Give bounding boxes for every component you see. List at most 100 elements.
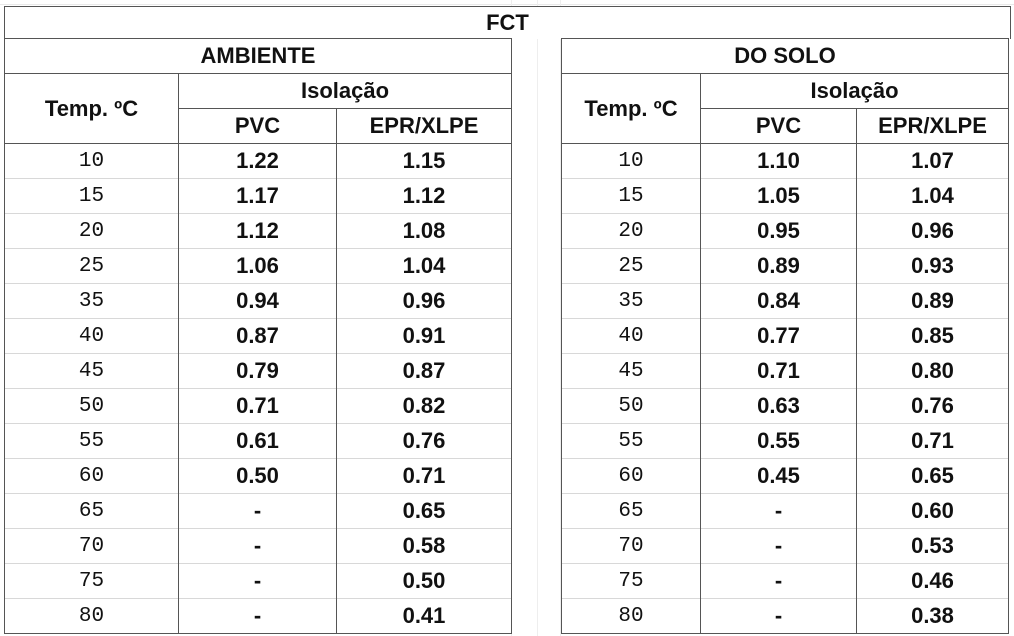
- epr-xlpe-cell: 0.93: [856, 248, 1009, 284]
- temp-cell: 40: [4, 318, 179, 354]
- table-title: FCT: [4, 6, 1011, 39]
- table-row: 80-0.38: [561, 598, 1009, 634]
- pvc-cell: -: [700, 598, 857, 634]
- do-solo-table: DO SOLO Temp. ºC Isolação PVC EPR/XLPE 1…: [561, 38, 1009, 634]
- table-row: 80-0.41: [4, 598, 512, 634]
- temp-cell: 55: [4, 423, 179, 459]
- table-row: 35 0.94 0.96: [4, 283, 512, 319]
- temp-cell: 45: [4, 353, 179, 389]
- temp-cell: 10: [4, 143, 179, 179]
- pvc-cell: 0.77: [700, 318, 857, 354]
- pvc-cell: 0.71: [700, 353, 857, 389]
- pvc-header: PVC: [700, 108, 857, 144]
- pvc-cell: 1.12: [178, 213, 337, 249]
- temp-cell: 60: [561, 458, 701, 494]
- table-row: 20 1.12 1.08: [4, 213, 512, 249]
- temp-header: Temp. ºC: [4, 73, 179, 144]
- pvc-cell: 1.10: [700, 143, 857, 179]
- temp-cell: 10: [561, 143, 701, 179]
- temp-cell: 75: [561, 563, 701, 599]
- epr-xlpe-header: EPR/XLPE: [336, 108, 512, 144]
- pvc-cell: -: [178, 528, 337, 564]
- temp-cell: 80: [561, 598, 701, 634]
- epr-xlpe-cell: 0.85: [856, 318, 1009, 354]
- epr-xlpe-cell: 0.89: [856, 283, 1009, 319]
- table-row: 35 0.84 0.89: [561, 283, 1009, 319]
- pvc-cell: 0.94: [178, 283, 337, 319]
- table-row: 55 0.61 0.76: [4, 423, 512, 459]
- temp-cell: 25: [561, 248, 701, 284]
- ambiente-table: AMBIENTE Temp. ºC Isolação PVC EPR/XLPE …: [4, 38, 512, 634]
- table-row: 50 0.63 0.76: [561, 388, 1009, 424]
- epr-xlpe-cell: 1.12: [336, 178, 512, 214]
- temp-cell: 70: [561, 528, 701, 564]
- temp-cell: 75: [4, 563, 179, 599]
- epr-xlpe-cell: 0.80: [856, 353, 1009, 389]
- temp-cell: 70: [4, 528, 179, 564]
- epr-xlpe-cell: 0.82: [336, 388, 512, 424]
- temp-cell: 65: [4, 493, 179, 529]
- section-heading-do-solo: DO SOLO: [561, 38, 1009, 74]
- gridline: [0, 4, 1014, 5]
- pvc-cell: 0.84: [700, 283, 857, 319]
- pvc-cell: -: [178, 598, 337, 634]
- table-row: 70-0.58: [4, 528, 512, 564]
- pvc-cell: -: [700, 563, 857, 599]
- temp-cell: 65: [561, 493, 701, 529]
- epr-xlpe-cell: 1.08: [336, 213, 512, 249]
- temp-cell: 60: [4, 458, 179, 494]
- epr-xlpe-cell: 0.38: [856, 598, 1009, 634]
- temp-cell: 50: [4, 388, 179, 424]
- table-row: 65-0.65: [4, 493, 512, 529]
- table-row: 10 1.10 1.07: [561, 143, 1009, 179]
- temp-header: Temp. ºC: [561, 73, 701, 144]
- epr-xlpe-cell: 0.91: [336, 318, 512, 354]
- isolation-header: Isolação: [700, 73, 1009, 109]
- isolation-header: Isolação: [178, 73, 512, 109]
- table-row: 65-0.60: [561, 493, 1009, 529]
- table-row: 10 1.22 1.15: [4, 143, 512, 179]
- temp-cell: 20: [4, 213, 179, 249]
- epr-xlpe-cell: 0.76: [856, 388, 1009, 424]
- pvc-header: PVC: [178, 108, 337, 144]
- temp-cell: 15: [561, 178, 701, 214]
- table-row: 75-0.50: [4, 563, 512, 599]
- epr-xlpe-cell: 0.96: [856, 213, 1009, 249]
- section-heading-ambiente: AMBIENTE: [4, 38, 512, 74]
- pvc-cell: 1.22: [178, 143, 337, 179]
- table-row: 40 0.77 0.85: [561, 318, 1009, 354]
- gridline: [537, 0, 538, 636]
- pvc-cell: -: [178, 563, 337, 599]
- temp-cell: 15: [4, 178, 179, 214]
- table-row: 45 0.79 0.87: [4, 353, 512, 389]
- temp-cell: 55: [561, 423, 701, 459]
- pvc-cell: -: [178, 493, 337, 529]
- pvc-cell: 0.50: [178, 458, 337, 494]
- pvc-cell: -: [700, 528, 857, 564]
- temp-cell: 40: [561, 318, 701, 354]
- temp-cell: 80: [4, 598, 179, 634]
- pvc-cell: 0.71: [178, 388, 337, 424]
- gridline: [560, 0, 561, 636]
- table-row: 60 0.45 0.65: [561, 458, 1009, 494]
- table-row: 60 0.50 0.71: [4, 458, 512, 494]
- pvc-cell: 0.79: [178, 353, 337, 389]
- epr-xlpe-cell: 0.71: [336, 458, 512, 494]
- epr-xlpe-cell: 0.96: [336, 283, 512, 319]
- epr-xlpe-cell: 0.41: [336, 598, 512, 634]
- table-row: 75-0.46: [561, 563, 1009, 599]
- epr-xlpe-cell: 1.04: [856, 178, 1009, 214]
- temp-cell: 50: [561, 388, 701, 424]
- pvc-cell: 0.89: [700, 248, 857, 284]
- pvc-cell: 0.55: [700, 423, 857, 459]
- temp-cell: 20: [561, 213, 701, 249]
- pvc-cell: 1.06: [178, 248, 337, 284]
- epr-xlpe-cell: 1.07: [856, 143, 1009, 179]
- epr-xlpe-cell: 0.60: [856, 493, 1009, 529]
- table-row: 55 0.55 0.71: [561, 423, 1009, 459]
- pvc-cell: 1.05: [700, 178, 857, 214]
- pvc-cell: 0.63: [700, 388, 857, 424]
- epr-xlpe-cell: 0.87: [336, 353, 512, 389]
- pvc-cell: 1.17: [178, 178, 337, 214]
- table-row: 50 0.71 0.82: [4, 388, 512, 424]
